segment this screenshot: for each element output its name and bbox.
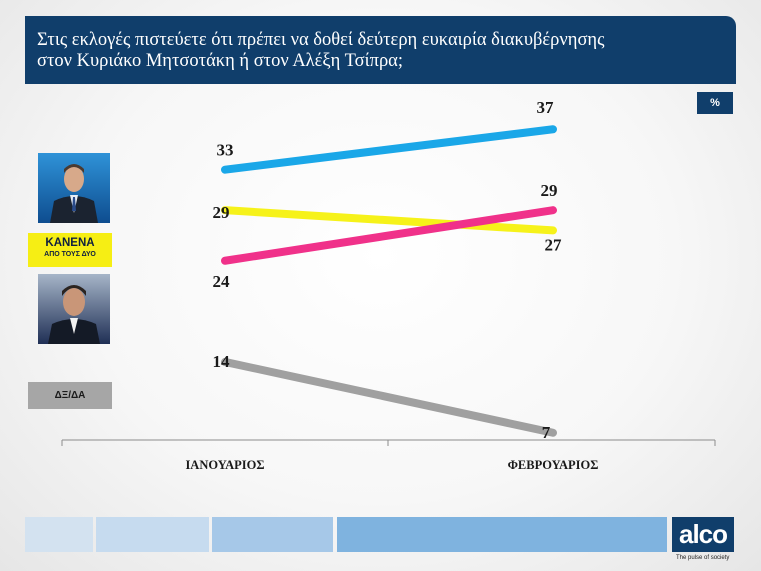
data-label-dk-1: 7 <box>542 423 551 442</box>
chart-title: Στις εκλογές πιστεύετε ότι πρέπει να δοθ… <box>37 30 724 72</box>
mitsotakis-photo <box>38 153 110 223</box>
x-tick-label-0: ΙΑΝΟΥΑΡΙΟΣ <box>185 458 264 472</box>
alco-tagline: The pulse of society <box>676 555 730 561</box>
data-label-none-1: 27 <box>545 235 563 254</box>
alco-logo: alco <box>672 517 734 552</box>
footer-block-3 <box>212 517 333 552</box>
footer-block-2 <box>96 517 209 552</box>
series-line-none <box>221 206 557 235</box>
data-label-none-0: 29 <box>213 203 230 222</box>
footer-block-1 <box>25 517 93 552</box>
unit-badge: % <box>697 92 733 114</box>
series-line-mitsotakis <box>221 125 557 174</box>
none-legend: ΚΑΝΕΝΑ ΑΠΟ ΤΟΥΣ ΔΥΟ <box>28 233 112 267</box>
dk-legend: ΔΞ/ΔΑ <box>28 382 112 409</box>
title-line-1: Στις εκλογές πιστεύετε ότι πρέπει να δοθ… <box>37 30 605 50</box>
series-line-tsipras <box>221 206 557 265</box>
data-label-dk-0: 14 <box>213 352 231 371</box>
tsipras-photo <box>38 274 110 344</box>
series-line-dk <box>221 357 557 437</box>
data-label-mitsotakis-0: 33 <box>217 141 234 160</box>
none-legend-title: ΚΑΝΕΝΑ <box>45 237 95 249</box>
none-legend-subtitle: ΑΠΟ ΤΟΥΣ ΔΥΟ <box>44 251 96 258</box>
title-bar: Στις εκλογές πιστεύετε ότι πρέπει να δοθ… <box>25 16 736 84</box>
data-label-tsipras-1: 29 <box>541 181 558 200</box>
data-label-tsipras-0: 24 <box>213 272 231 291</box>
footer-block-4 <box>337 517 667 552</box>
x-tick-label-1: ΦΕΒΡΟΥΑΡΙΟΣ <box>508 458 599 472</box>
title-line-2: στον Κυριάκο Μητσοτάκη ή στον Αλέξη Τσίπ… <box>37 51 404 71</box>
data-label-mitsotakis-1: 37 <box>537 98 555 117</box>
